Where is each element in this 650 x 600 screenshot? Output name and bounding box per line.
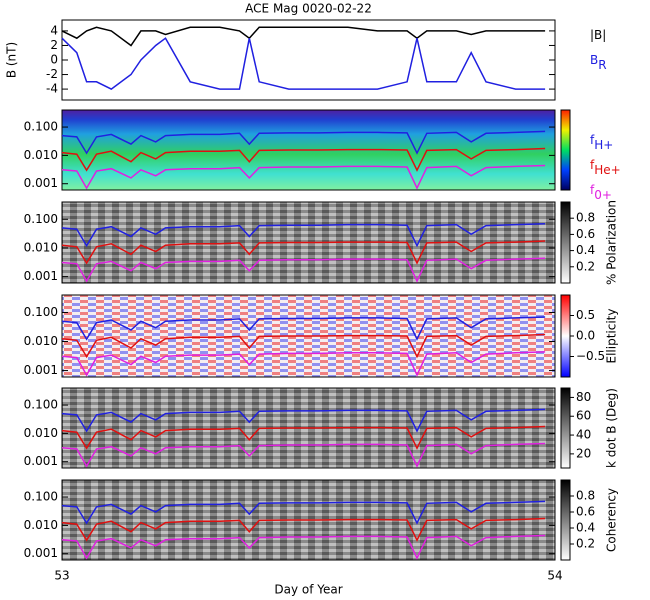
colorbar-label: Ellipticity [605,309,619,364]
y-tick-label: 0.001 [24,546,58,560]
x-tick-label: 53 [54,569,69,583]
series-line [61,37,546,90]
series-line [61,534,546,560]
colorbar [560,479,571,561]
legend-name: |B| [590,28,606,42]
legend-entry: f0+ [590,183,612,202]
colorbar-tick-label: 20 [576,446,591,460]
plot-frame [61,387,556,469]
colorbar-tick-label: 60 [576,409,591,423]
colorbar-label: Coherency [605,488,619,552]
colorbar-tick-label: 0.0 [576,329,595,343]
y-tick-label: 0 [50,53,58,67]
legend-subscript: 0+ [594,188,612,202]
plot-frame [61,479,556,561]
series-line [61,222,546,248]
colorbar [560,294,571,378]
legend-subscript: He+ [594,163,620,177]
plot-frame [61,201,556,284]
y-tick-label: 0.010 [24,148,58,162]
colorbar-tick-label: 80 [576,390,591,404]
plot-frame [61,294,556,378]
x-axis-label: Day of Year [274,583,342,597]
y-tick-label: 0.010 [24,240,58,254]
colorbar-tick-label: 0.5 [576,308,595,322]
y-axis-label: B (nT) [5,42,19,78]
series-line [61,500,546,525]
colorbar-tick-label: −0.5 [576,349,605,363]
series-line [61,316,546,341]
series-line [61,164,546,190]
series-line [61,257,546,283]
series-line [61,517,546,542]
colorbar [560,387,571,469]
series-line [61,425,546,450]
colorbar-tick-label: 0.6 [576,227,595,241]
y-tick-label: -2 [46,67,58,81]
colorbar [560,109,571,191]
y-tick-label: 0.010 [24,518,58,532]
series-line [61,442,546,468]
y-tick-label: 0.010 [24,334,58,348]
series-line [61,26,546,47]
y-tick-label: 0.001 [24,454,58,468]
colorbar-tick-label: 0.2 [576,259,595,273]
colorbar-tick-label: 0.8 [576,211,595,225]
legend-name: f [590,133,595,147]
legend-name: f [590,183,595,197]
colorbar-tick-label: 0.4 [576,243,595,257]
series-line [61,351,546,377]
colorbar-tick-label: 0.4 [576,521,595,535]
legend-name: B [590,53,598,67]
series-line [61,130,546,155]
colorbar-label: % Polarization [605,200,619,285]
y-tick-label: 2 [50,38,58,52]
y-tick-label: 0.100 [24,212,58,226]
y-tick-label: -4 [46,82,58,96]
legend-entry: |B| [590,28,606,42]
legend-entry: BR [590,53,607,72]
colorbar-tick-label: 0.8 [576,489,595,503]
series-line [61,240,546,265]
series-line [61,408,546,433]
y-tick-label: 0.010 [24,426,58,440]
y-tick-label: 4 [50,23,58,37]
y-tick-label: 0.001 [24,176,58,190]
legend-name: f [590,158,595,172]
series-line [61,333,546,359]
plot-frame [61,109,556,191]
series-line [61,147,546,172]
legend-entry: fH+ [590,133,613,152]
colorbar-tick-label: 40 [576,428,591,442]
legend-subscript: R [598,58,606,72]
x-tick-label: 54 [547,569,562,583]
y-tick-label: 0.001 [24,269,58,283]
colorbar-label: k dot B (Deg) [605,388,619,468]
colorbar [560,201,571,284]
y-tick-label: 0.100 [24,398,58,412]
y-tick-label: 0.100 [24,490,58,504]
colorbar-tick-label: 0.2 [576,537,595,551]
y-tick-label: 0.100 [24,120,58,134]
legend-entry: fHe+ [590,158,621,177]
chart-title: ACE Mag 0020-02-22 [245,2,372,16]
y-tick-label: 0.100 [24,305,58,319]
legend-subscript: H+ [594,138,613,152]
y-tick-label: 0.001 [24,363,58,377]
colorbar-tick-label: 0.6 [576,505,595,519]
